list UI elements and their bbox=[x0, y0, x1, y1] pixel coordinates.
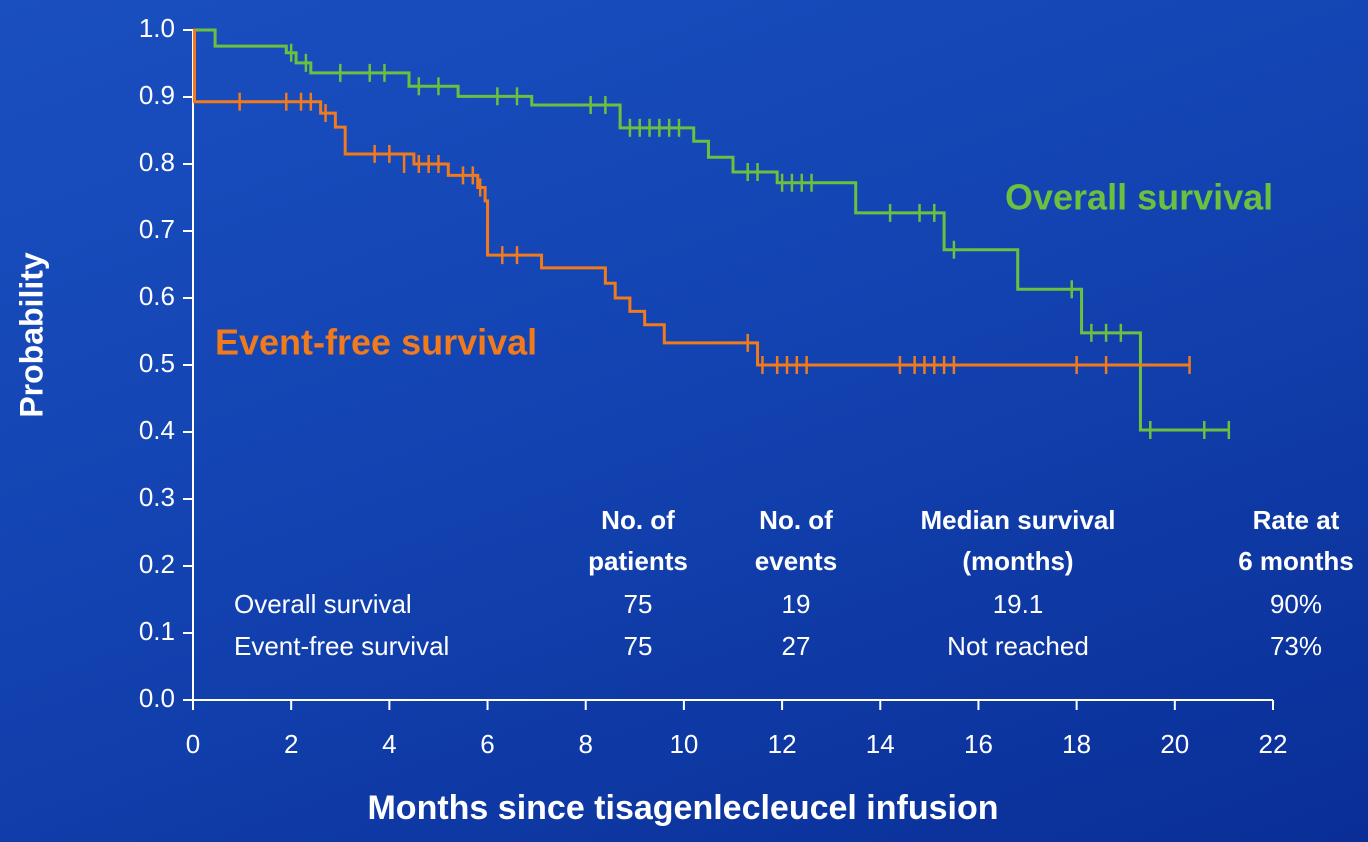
x-tick-label: 14 bbox=[866, 729, 895, 759]
y-tick-label: 0.0 bbox=[139, 683, 175, 713]
table-cell: 19.1 bbox=[993, 589, 1044, 619]
x-tick-label: 4 bbox=[382, 729, 396, 759]
x-tick-label: 10 bbox=[669, 729, 698, 759]
table-header: patients bbox=[588, 546, 688, 576]
x-axis-title: Months since tisagenlecleucel infusion bbox=[367, 789, 998, 827]
table-header: 6 months bbox=[1238, 546, 1354, 576]
x-tick-label: 2 bbox=[284, 729, 298, 759]
y-axis-title: Probability bbox=[13, 252, 49, 418]
y-tick-label: 0.3 bbox=[139, 482, 175, 512]
table-cell: 27 bbox=[782, 631, 811, 661]
x-tick-label: 8 bbox=[578, 729, 592, 759]
survival-curve bbox=[192, 28, 1190, 367]
y-tick-label: 0.6 bbox=[139, 281, 175, 311]
x-tick-label: 18 bbox=[1062, 729, 1091, 759]
x-tick-label: 0 bbox=[186, 729, 200, 759]
table-header: (months) bbox=[962, 546, 1073, 576]
table-cell: 19 bbox=[782, 589, 811, 619]
table-header: Rate at bbox=[1253, 505, 1340, 535]
y-tick-label: 0.2 bbox=[139, 549, 175, 579]
table-cell: 75 bbox=[624, 631, 653, 661]
x-tick-label: 16 bbox=[964, 729, 993, 759]
series-label: Overall survival bbox=[1005, 177, 1273, 218]
table-header: No. of bbox=[759, 505, 833, 535]
x-tick-label: 20 bbox=[1160, 729, 1189, 759]
y-tick-label: 0.7 bbox=[139, 214, 175, 244]
y-tick-label: 0.1 bbox=[139, 616, 175, 646]
x-tick-label: 12 bbox=[768, 729, 797, 759]
table-cell: Event-free survival bbox=[234, 631, 449, 661]
y-tick-label: 0.4 bbox=[139, 415, 175, 445]
x-tick-label: 6 bbox=[480, 729, 494, 759]
y-tick-label: 0.8 bbox=[139, 147, 175, 177]
table-cell: 90% bbox=[1270, 589, 1322, 619]
table-cell: 73% bbox=[1270, 631, 1322, 661]
series-label: Event-free survival bbox=[215, 322, 537, 363]
table-header: events bbox=[755, 546, 837, 576]
survival-curve bbox=[193, 28, 1229, 432]
table-cell: Overall survival bbox=[234, 589, 412, 619]
table-cell: Not reached bbox=[947, 631, 1089, 661]
table-header: No. of bbox=[601, 505, 675, 535]
table-cell: 75 bbox=[624, 589, 653, 619]
x-tick-label: 22 bbox=[1259, 729, 1288, 759]
y-tick-label: 0.5 bbox=[139, 348, 175, 378]
y-tick-label: 0.9 bbox=[139, 80, 175, 110]
table-header: Median survival bbox=[920, 505, 1115, 535]
y-tick-label: 1.0 bbox=[139, 13, 175, 43]
